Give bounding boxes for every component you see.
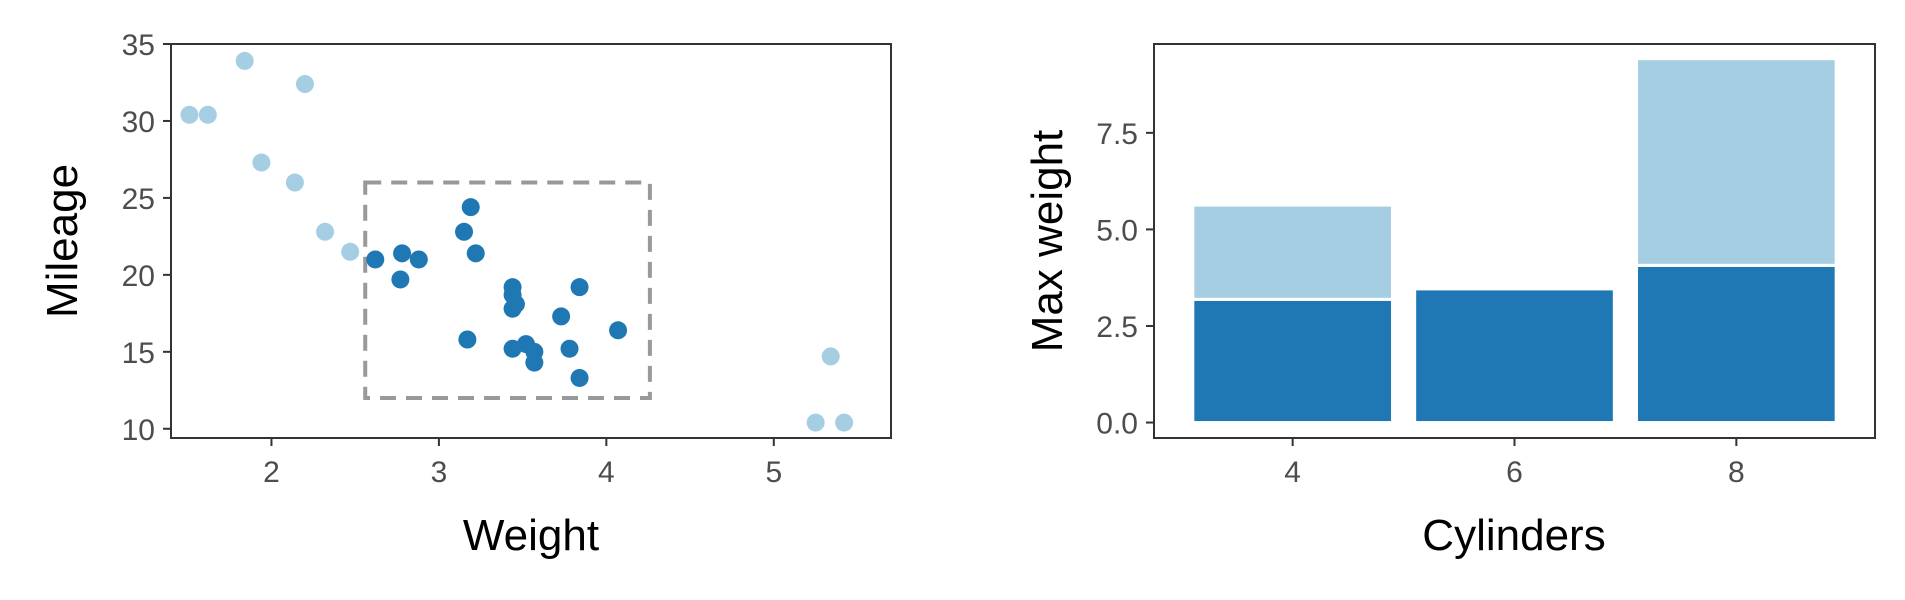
scatter-point	[285, 173, 304, 192]
scatter-point	[570, 368, 589, 387]
bar-y-tick-label: 2.5	[1096, 311, 1138, 344]
scatter-x-tick-label: 5	[765, 456, 782, 489]
scatter-point	[835, 413, 854, 432]
bar-x-axis: 4 6 8	[1284, 438, 1745, 489]
scatter-point	[341, 242, 360, 261]
bar-segment	[1635, 57, 1838, 267]
scatter-point	[552, 307, 571, 326]
scatter-y-axis: 10 15 20 25 30 35	[122, 29, 171, 447]
scatter-point	[458, 330, 477, 349]
bar-y-tick-label: 0.0	[1096, 408, 1138, 441]
bar-x-tick-label: 4	[1284, 456, 1301, 489]
scatter-point	[316, 222, 335, 241]
scatter-point	[466, 244, 485, 263]
scatter-y-axis-title: Mileage	[38, 164, 87, 318]
bar-y-tick-label: 5.0	[1096, 214, 1138, 247]
scatter-x-tick-label: 2	[263, 456, 280, 489]
selection-box-outline	[363, 180, 652, 400]
scatter-point	[461, 198, 480, 217]
scatter-panel: 2 3 4 5 10 15 20 25 30 35 Weight Mileage	[38, 29, 892, 560]
scatter-y-tick-label: 10	[122, 414, 155, 447]
scatter-x-axis: 2 3 4 5	[263, 438, 782, 489]
scatter-point	[455, 222, 474, 241]
bar-bars	[1191, 57, 1838, 425]
scatter-point	[252, 153, 271, 172]
scatter-point	[235, 51, 254, 70]
scatter-points	[180, 51, 854, 432]
bar-y-tick-label: 7.5	[1096, 118, 1138, 151]
scatter-y-tick-label: 20	[122, 260, 155, 293]
scatter-point	[821, 347, 840, 366]
scatter-point	[393, 244, 412, 263]
scatter-point	[560, 339, 579, 358]
scatter-point	[391, 270, 410, 289]
bar-segment	[1635, 263, 1838, 425]
scatter-x-axis-title: Weight	[463, 511, 599, 560]
scatter-y-tick-label: 30	[122, 106, 155, 139]
scatter-y-tick-label: 15	[122, 337, 155, 370]
scatter-y-tick-label: 25	[122, 183, 155, 216]
bar-x-tick-label: 6	[1506, 456, 1523, 489]
bar-segment	[1413, 287, 1616, 425]
bar-segment	[1191, 297, 1394, 425]
bar-panel: 4 6 8 0.0 2.5 5.0 7.5 Cylinders Max weight	[1023, 43, 1876, 560]
scatter-x-tick-label: 3	[431, 456, 448, 489]
scatter-point	[409, 250, 428, 269]
scatter-point	[198, 105, 217, 124]
scatter-point	[366, 250, 385, 269]
scatter-plot-area	[170, 43, 892, 439]
scatter-point	[609, 321, 628, 340]
selection-box	[363, 180, 652, 400]
scatter-point	[525, 353, 544, 372]
bar-x-axis-title: Cylinders	[1422, 511, 1605, 560]
bar-segment	[1191, 203, 1394, 301]
scatter-y-tick-label: 35	[122, 29, 155, 62]
scatter-point	[806, 413, 825, 432]
bar-x-tick-label: 8	[1728, 456, 1745, 489]
scatter-point	[295, 75, 314, 94]
scatter-x-tick-label: 4	[598, 456, 615, 489]
scatter-point	[180, 105, 199, 124]
bar-y-axis-title: Max weight	[1023, 130, 1072, 353]
scatter-point	[570, 278, 589, 297]
bar-y-axis: 0.0 2.5 5.0 7.5	[1096, 118, 1154, 441]
scatter-point	[503, 299, 522, 318]
